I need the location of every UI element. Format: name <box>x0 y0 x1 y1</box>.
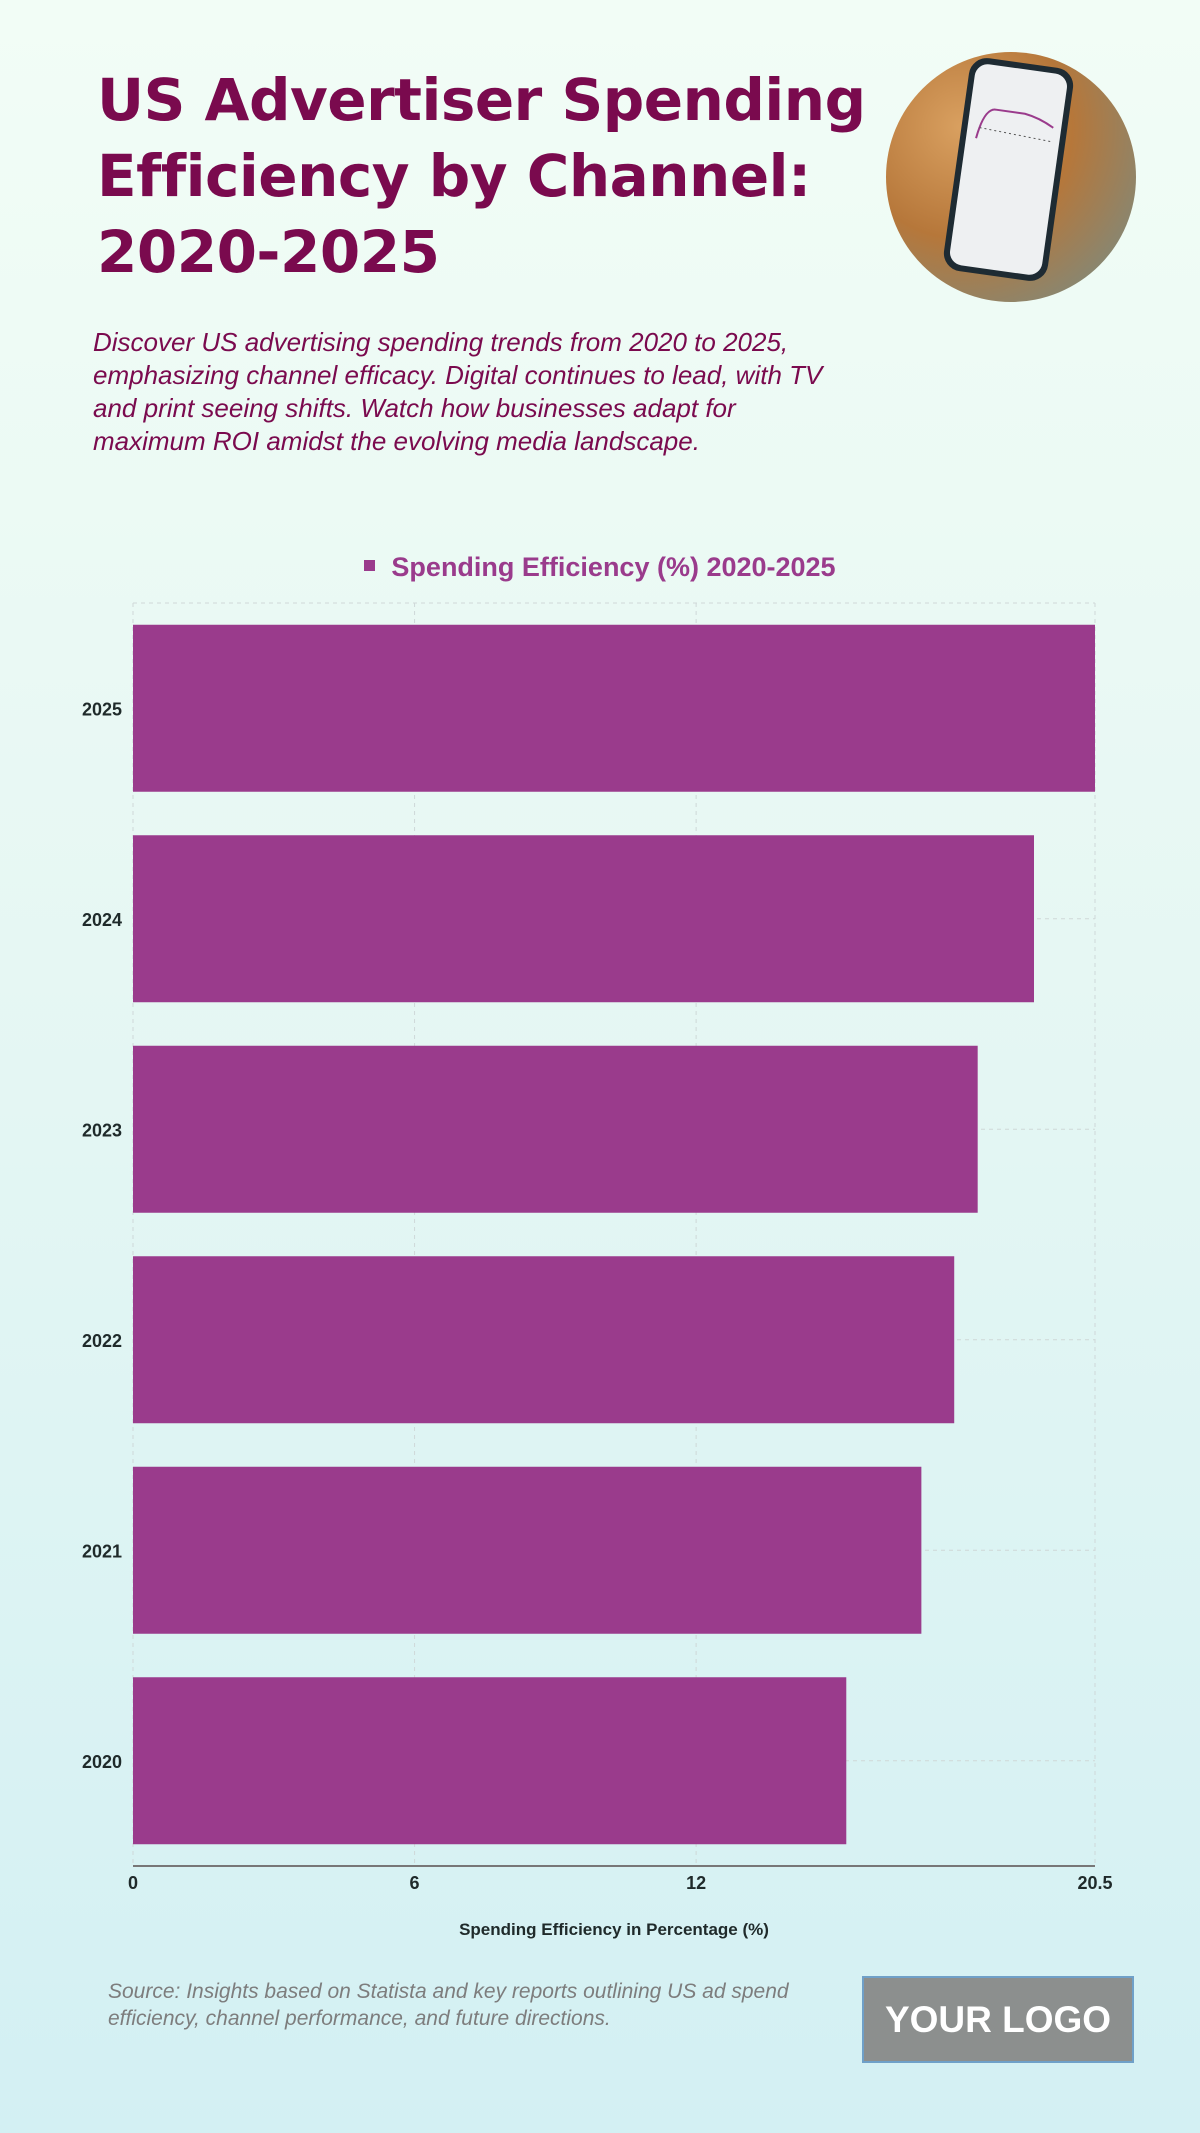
page-title: US Advertiser Spending Efficiency by Cha… <box>97 66 866 286</box>
bar-2022 <box>133 1256 955 1424</box>
phone-photo <box>886 52 1136 302</box>
bar-chart: 2025 2024 2023 2022 2021 2020 0 6 12 20.5 Spending… <box>82 602 1113 1939</box>
x-tick-label: 0 <box>128 1873 138 1893</box>
x-axis-title: Spending Efficiency in Percentage (%) <box>459 1920 769 1939</box>
legend-swatch <box>364 560 376 572</box>
y-tick-label: 2023 <box>82 1120 122 1140</box>
y-tick-label: 2021 <box>82 1541 122 1561</box>
bar-2020 <box>133 1677 847 1845</box>
y-tick-label: 2025 <box>82 699 122 719</box>
y-tick-label: 2024 <box>82 910 122 930</box>
legend-label: Spending Efficiency (%) 2020-2025 <box>391 552 836 582</box>
x-tick-label: 20.5 <box>1077 1873 1112 1893</box>
bar-2025 <box>133 624 1095 792</box>
source-note: Source: Insights based on Statista and k… <box>108 1980 789 2030</box>
logo-placeholder: YOUR LOGO <box>862 1976 1134 2063</box>
chart-legend: Spending Efficiency (%) 2020-2025 <box>0 552 1200 583</box>
x-tick-label: 12 <box>686 1873 706 1893</box>
y-tick-label: 2020 <box>82 1752 122 1772</box>
description: Discover US advertising spending trends … <box>93 327 823 456</box>
phone-image <box>941 55 1076 284</box>
bar-2024 <box>133 835 1034 1003</box>
x-tick-label: 6 <box>410 1873 420 1893</box>
bar-2021 <box>133 1466 922 1634</box>
y-tick-label: 2022 <box>82 1331 122 1351</box>
bar-2023 <box>133 1045 978 1213</box>
